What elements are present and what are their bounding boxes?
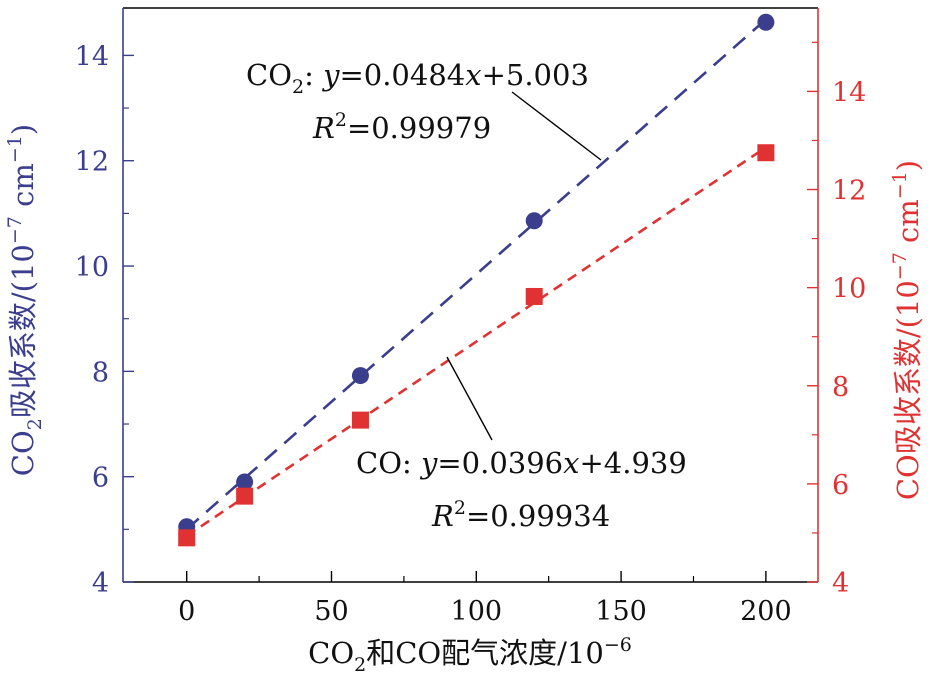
y-right-tick-label: 4	[832, 568, 849, 599]
data-point-co	[236, 487, 254, 505]
data-point-co2	[351, 367, 369, 385]
y-left-axis-label: CO2吸收系数/(10−7 cm−1)	[4, 124, 46, 476]
data-point-co2	[236, 473, 254, 491]
co2-fit-equation: CO2: y=0.0484x+5.003	[246, 58, 589, 98]
y-left-tick-label: 6	[92, 463, 109, 494]
data-point-co	[525, 287, 543, 305]
x-tick-label: 50	[314, 596, 348, 627]
y-right-tick-label: 10	[832, 274, 866, 305]
data-point-co2	[757, 13, 775, 31]
y-right-axis-label: CO吸收系数/(10−7 cm−1)	[889, 160, 925, 500]
y-left-tick-label: 8	[92, 357, 109, 388]
data-point-co2	[525, 212, 543, 230]
co2-fit-r-squared: R2=0.99979	[312, 109, 491, 145]
y-right-tick-label: 8	[832, 372, 849, 403]
data-point-co	[178, 529, 196, 547]
data-point-co	[757, 144, 775, 162]
co-fit-r-squared: R2=0.99934	[431, 497, 610, 533]
x-axis-label: CO2和CO配气浓度/10−6	[308, 634, 632, 676]
co2-fit-leader	[511, 91, 602, 161]
co-fit-leader	[446, 356, 493, 441]
x-tick-label: 0	[178, 596, 195, 627]
data-point-co	[351, 411, 369, 429]
co-fit-equation: CO: y=0.0396x+4.939	[356, 446, 687, 480]
fit-line-co	[185, 146, 767, 538]
x-tick-label: 100	[451, 596, 503, 627]
x-tick-label: 200	[740, 596, 792, 627]
y-right-tick-label: 14	[832, 77, 866, 108]
y-left-tick-label: 4	[92, 568, 109, 599]
x-tick-label: 150	[595, 596, 647, 627]
y-right-tick-label: 6	[832, 470, 849, 501]
y-right-tick-label: 12	[832, 176, 866, 207]
y-left-tick-label: 10	[75, 252, 109, 283]
y-left-tick-label: 12	[75, 147, 109, 178]
y-left-tick-label: 14	[75, 41, 109, 72]
